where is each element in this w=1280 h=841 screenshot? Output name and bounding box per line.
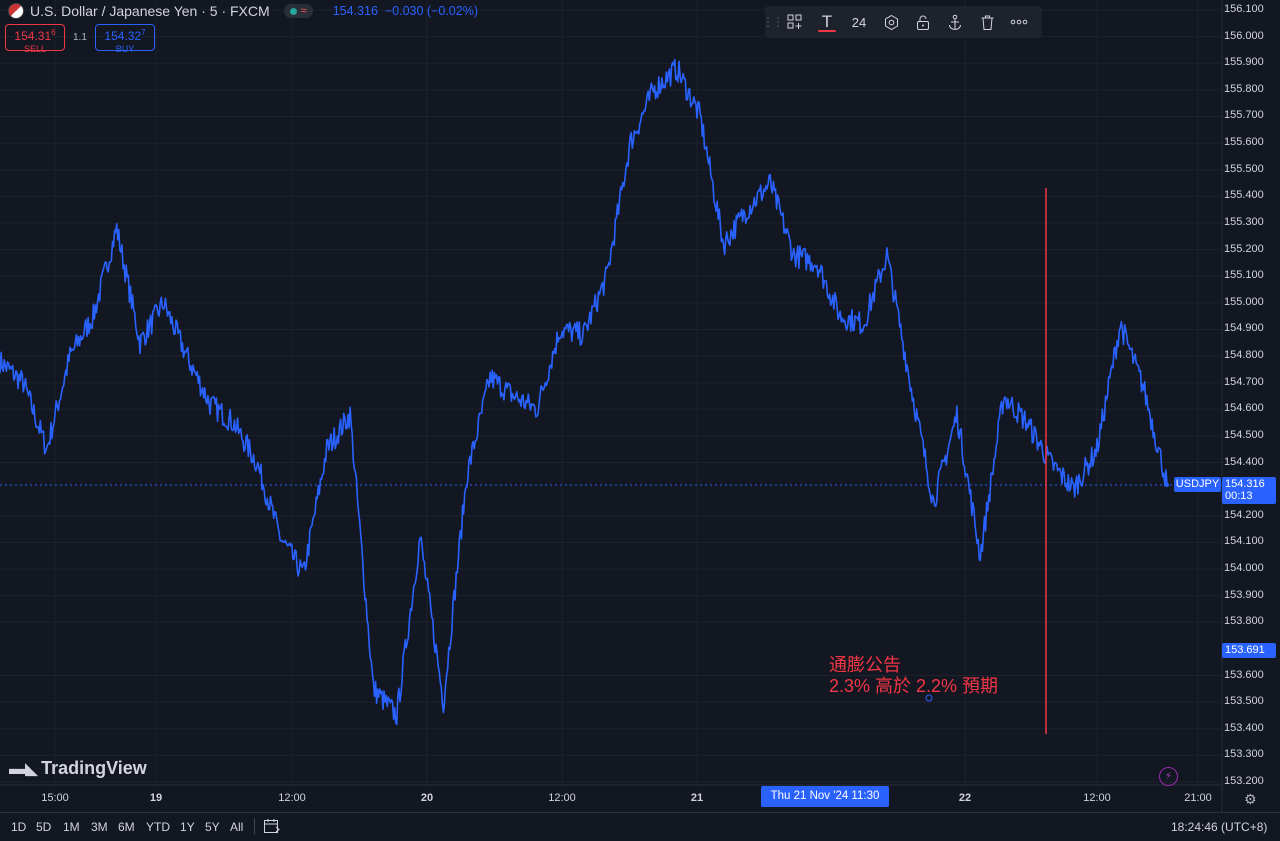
more-icon[interactable] xyxy=(1003,6,1035,38)
currency-flag-icon xyxy=(8,3,24,19)
settings-icon[interactable] xyxy=(875,6,907,38)
time-axis-label: 15:00 xyxy=(41,792,69,804)
price-axis-label: 153.400 xyxy=(1224,721,1264,734)
header-last-price: 154.316 −0.030 (−0.02%) xyxy=(332,4,478,18)
bottom-toolbar xyxy=(0,812,1280,841)
symbol-price-tag: USDJPY xyxy=(1174,477,1221,492)
range-button-all[interactable]: All xyxy=(230,820,244,834)
symbol-title[interactable]: U.S. Dollar / Japanese Yen · 5 · FXCM xyxy=(30,3,270,19)
price-axis-label: 154.200 xyxy=(1224,508,1264,521)
template-icon[interactable] xyxy=(779,6,811,38)
lightning-icon[interactable]: ⚡ xyxy=(1159,767,1178,786)
tradingview-logo-icon: ▬◣ xyxy=(9,758,38,778)
range-button-3m[interactable]: 3M xyxy=(91,820,108,834)
price-axis-label: 155.200 xyxy=(1224,242,1264,255)
annotation-line-1: 通膨公告 xyxy=(829,655,901,675)
price-axis-label: 156.000 xyxy=(1224,29,1264,42)
range-button-6m[interactable]: 6M xyxy=(118,820,135,834)
price-axis-label: 153.300 xyxy=(1224,748,1264,761)
anchor-icon[interactable] xyxy=(939,6,971,38)
tradingview-logo[interactable]: ▬◣ TradingView xyxy=(9,758,147,779)
price-axis-label: 153.500 xyxy=(1224,695,1264,708)
crosshair-time-tag: Thu 21 Nov '24 11:30 xyxy=(761,786,889,807)
price-axis-label: 156.100 xyxy=(1224,3,1264,15)
clock-timezone[interactable]: 18:24:46 (UTC+8) xyxy=(1171,820,1268,834)
price-axis-label: 155.900 xyxy=(1224,56,1264,69)
font-size-button[interactable]: 24 xyxy=(851,14,867,30)
price-axis-label: 153.900 xyxy=(1224,588,1264,601)
usdjpy-price-line xyxy=(0,58,1168,726)
sell-button[interactable]: 154.316 SELL xyxy=(5,24,65,54)
time-axis-label: 21:00 xyxy=(1184,792,1212,804)
gear-icon[interactable]: ⚙ xyxy=(1244,791,1257,807)
price-axis-label: 154.400 xyxy=(1224,455,1264,468)
range-button-ytd[interactable]: YTD xyxy=(146,820,170,834)
price-axis-label: 154.700 xyxy=(1224,375,1264,388)
bar-countdown: 00:13 xyxy=(1225,490,1253,502)
drag-grip-icon[interactable]: ⋮⋮ xyxy=(762,15,784,29)
chart-text-annotation[interactable]: 通膨公告 2.3% 高於 2.2% 預期 xyxy=(829,655,998,697)
symbol-header[interactable]: U.S. Dollar / Japanese Yen · 5 · FXCM ≈ … xyxy=(8,3,478,19)
price-axis-label: 155.000 xyxy=(1224,295,1264,308)
text-anchor-handle[interactable] xyxy=(925,694,933,702)
chart-grid xyxy=(0,0,1222,785)
market-open-icon xyxy=(289,7,297,15)
price-axis-label: 155.100 xyxy=(1224,269,1264,282)
price-axis-label: 154.600 xyxy=(1224,402,1264,415)
range-button-1m[interactable]: 1M xyxy=(63,820,80,834)
time-axis-label: 20 xyxy=(420,792,434,804)
price-axis-label: 154.500 xyxy=(1224,428,1264,441)
time-axis-label: 12:00 xyxy=(1083,792,1111,804)
time-axis-label: 22 xyxy=(958,792,972,804)
crosshair-price-tag: 153.691 xyxy=(1222,643,1276,658)
last-price-tag: 154.316 00:13 xyxy=(1222,477,1276,504)
price-axis-label: 155.300 xyxy=(1224,215,1264,228)
price-axis-label: 155.600 xyxy=(1224,136,1264,149)
price-axis-label: 155.400 xyxy=(1224,189,1264,202)
calendar-icon[interactable] xyxy=(263,818,281,837)
trash-icon[interactable] xyxy=(971,6,1003,38)
range-button-1d[interactable]: 1D xyxy=(11,820,27,834)
price-axis-label: 154.900 xyxy=(1224,322,1264,335)
range-button-5y[interactable]: 5Y xyxy=(205,820,220,834)
price-axis-label: 154.800 xyxy=(1224,349,1264,362)
annotation-line-2: 2.3% 高於 2.2% 預期 xyxy=(829,676,999,696)
price-axis-label: 155.800 xyxy=(1224,82,1264,95)
spread-value: 1.1 xyxy=(73,32,87,43)
text-color-icon[interactable]: T xyxy=(811,6,843,38)
price-axis-label: 155.700 xyxy=(1224,109,1264,122)
price-axis-label: 153.200 xyxy=(1224,775,1264,787)
toolbar-divider xyxy=(254,818,255,834)
time-axis-label: 12:00 xyxy=(548,792,576,804)
unlock-icon[interactable] xyxy=(907,6,939,38)
price-axis-label: 154.100 xyxy=(1224,535,1264,548)
price-axis-label: 153.600 xyxy=(1224,668,1264,681)
price-axis-label: 155.500 xyxy=(1224,162,1264,175)
buy-button[interactable]: 154.327 BUY xyxy=(95,24,155,54)
last-price-dot xyxy=(1165,483,1169,487)
time-axis-label: 12:00 xyxy=(278,792,306,804)
price-axis-label: 153.800 xyxy=(1224,615,1264,628)
time-axis-label: 21 xyxy=(690,792,704,804)
range-button-5d[interactable]: 5D xyxy=(36,820,52,834)
time-axis-label: 19 xyxy=(149,792,163,804)
range-button-1y[interactable]: 1Y xyxy=(180,820,195,834)
wave-icon: ≈ xyxy=(300,5,307,17)
market-status-badge[interactable]: ≈ xyxy=(283,4,313,18)
price-axis-label: 154.000 xyxy=(1224,562,1264,575)
drawing-toolbar: ⋮⋮ T 24 xyxy=(762,6,1042,38)
logo-text: TradingView xyxy=(41,758,147,778)
